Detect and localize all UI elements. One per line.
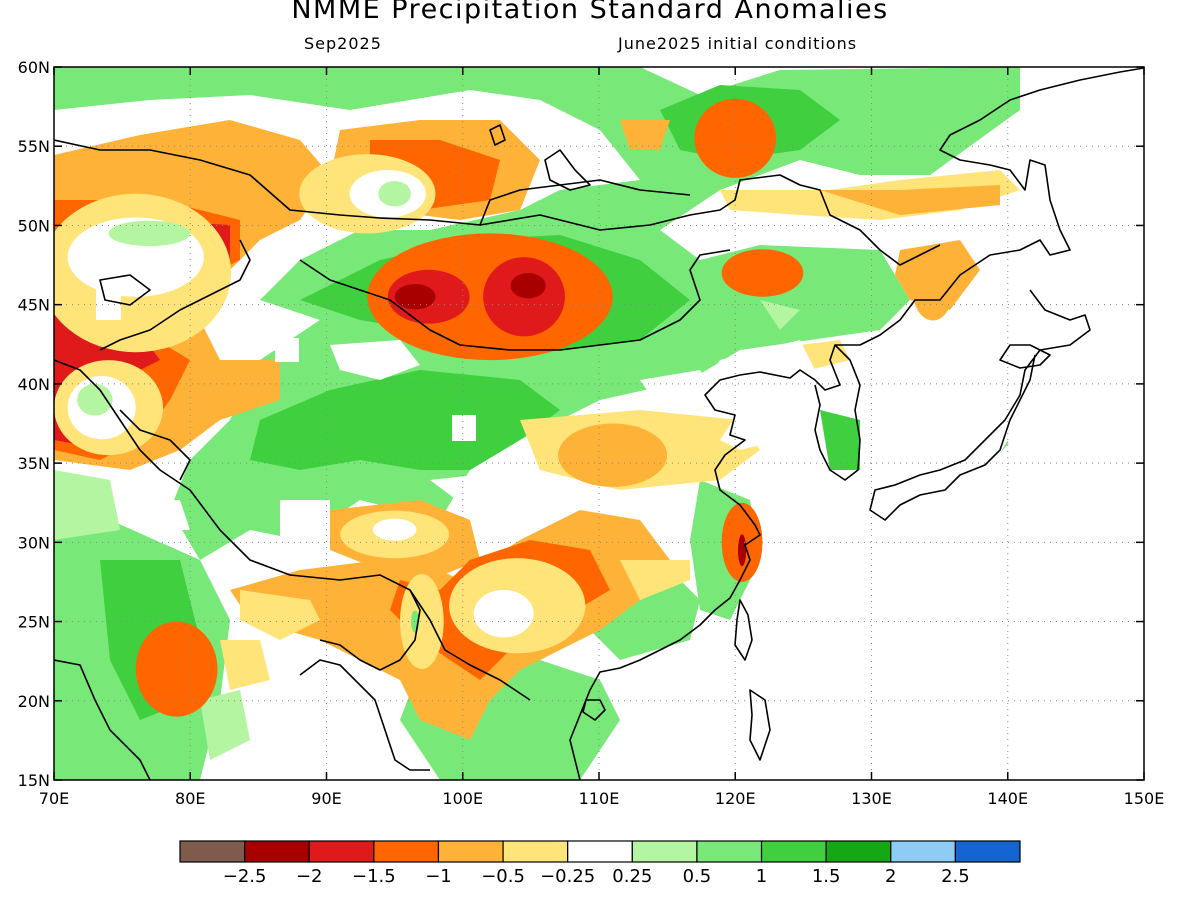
lat-tick-label: 35N bbox=[18, 454, 50, 473]
colorbar-label: −2.5 bbox=[223, 866, 267, 887]
lat-tick-label: 20N bbox=[18, 692, 50, 711]
lon-tick-label: 70E bbox=[39, 789, 69, 808]
lat-tick-label: 30N bbox=[18, 533, 50, 552]
colorbar-label: 1.5 bbox=[812, 866, 841, 887]
colorbar-swatch bbox=[437, 840, 504, 863]
colorbar-label: 1 bbox=[756, 866, 767, 887]
colorbar-swatch bbox=[179, 840, 246, 863]
colorbar: −2.5 −2 −1.5 −1 −0.5 −0.25 0.25 0.5 1 1.5 2 2.5 bbox=[179, 840, 1021, 887]
colorbar-swatch bbox=[890, 840, 956, 863]
lat-tick-label: 45N bbox=[18, 296, 50, 315]
colorbar-swatch bbox=[631, 840, 698, 863]
colorbar-label: −1.5 bbox=[352, 866, 396, 887]
colorbar-swatch bbox=[696, 840, 763, 863]
longitude-axis: 70E 80E 90E 100E 110E 120E 130E 140E 150E bbox=[39, 67, 1165, 808]
lat-tick-label: 55N bbox=[18, 137, 50, 156]
anomaly-blob bbox=[694, 98, 777, 178]
anomaly-blob bbox=[135, 621, 218, 717]
ocean-no-data bbox=[620, 240, 1144, 780]
lat-tick-label: 15N bbox=[18, 771, 50, 790]
colorbar-label: −1 bbox=[425, 866, 452, 887]
anomaly-blob bbox=[721, 249, 804, 297]
lat-tick-label: 60N bbox=[18, 58, 50, 77]
chart-title: NMME Precipitation Standard Anomalies bbox=[291, 0, 889, 25]
colorbar-label: 2 bbox=[885, 866, 896, 887]
colorbar-swatch bbox=[825, 840, 892, 863]
anomaly-blob bbox=[912, 257, 954, 321]
anomaly-blob bbox=[372, 518, 417, 541]
lon-tick-label: 100E bbox=[442, 789, 483, 808]
lon-tick-label: 140E bbox=[987, 789, 1028, 808]
colorbar-swatch bbox=[308, 840, 375, 863]
colorbar-label: −2 bbox=[296, 866, 323, 887]
anomaly-blob bbox=[108, 220, 191, 247]
lat-tick-label: 50N bbox=[18, 216, 50, 235]
anomaly-blob bbox=[737, 534, 747, 567]
lat-tick-label: 40N bbox=[18, 375, 50, 394]
colorbar-label: 0.5 bbox=[683, 866, 712, 887]
colorbar-swatch bbox=[760, 840, 827, 863]
lon-tick-label: 120E bbox=[715, 789, 756, 808]
anomaly-blob bbox=[510, 272, 546, 299]
lon-tick-label: 80E bbox=[175, 789, 205, 808]
colorbar-swatch bbox=[373, 840, 440, 863]
coastlines-and-borders bbox=[54, 67, 1144, 780]
lat-tick-label: 25N bbox=[18, 613, 50, 632]
initial-conditions-label: June2025 initial conditions bbox=[618, 34, 858, 53]
lon-tick-label: 110E bbox=[579, 789, 620, 808]
anomaly-blob bbox=[473, 589, 534, 638]
colorbar-label: 0.25 bbox=[612, 866, 652, 887]
lon-tick-label: 130E bbox=[851, 789, 892, 808]
colorbar-label: 2.5 bbox=[941, 866, 970, 887]
anomaly-blob bbox=[558, 423, 668, 487]
colorbar-label: −0.25 bbox=[540, 866, 595, 887]
anomaly-blob bbox=[394, 284, 436, 310]
latitude-axis: 60N 55N 50N 45N 40N 35N 30N 25N 20N 15N bbox=[18, 58, 1144, 790]
colorbar-label: −0.5 bbox=[481, 866, 525, 887]
valid-month-label: Sep2025 bbox=[304, 34, 382, 53]
anomaly-blob bbox=[77, 383, 113, 416]
colorbar-swatch bbox=[567, 840, 633, 863]
anomaly-blob bbox=[378, 181, 411, 207]
colorbar-swatch bbox=[244, 840, 310, 863]
lon-tick-label: 90E bbox=[311, 789, 341, 808]
colorbar-swatch bbox=[954, 840, 1021, 863]
lon-tick-label: 150E bbox=[1124, 789, 1165, 808]
near-zero-patches bbox=[54, 110, 720, 540]
colorbar-swatch bbox=[502, 840, 569, 863]
